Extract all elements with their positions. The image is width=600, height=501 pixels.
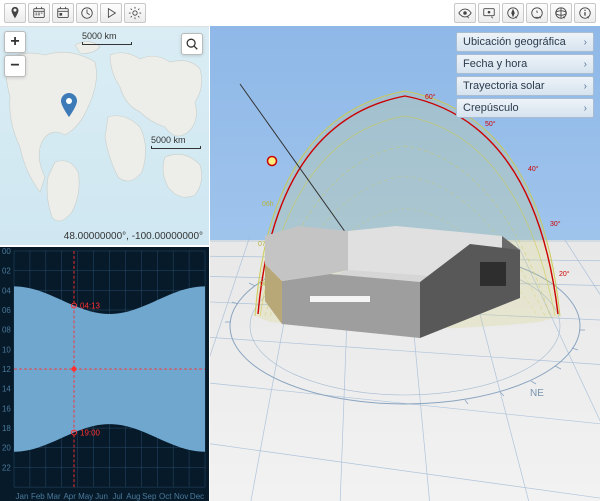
svg-text:19:00: 19:00 — [80, 429, 101, 438]
chevron-right-icon: › — [584, 81, 587, 92]
svg-text:Jun: Jun — [95, 492, 108, 501]
north-button[interactable]: N — [526, 3, 548, 23]
globe-button[interactable] — [550, 3, 572, 23]
sun-marker — [268, 157, 277, 166]
date-list-button[interactable] — [28, 3, 50, 23]
svg-text:50°: 50° — [485, 120, 496, 128]
map-panel[interactable]: + − 5000 km 5000 km 48.00000000°, -100.0… — [0, 26, 209, 245]
3d-viewport[interactable]: NE 60°50°40°30°20° 08h07 — [209, 26, 600, 501]
svg-text:Jul: Jul — [112, 492, 122, 501]
svg-text:Sep: Sep — [142, 492, 157, 501]
toolbar-right: N — [209, 0, 600, 26]
chevron-right-icon: › — [584, 59, 587, 70]
panel-datetime[interactable]: Fecha y hora› — [456, 54, 594, 74]
toolbar-left — [0, 0, 209, 26]
zoom-in-button[interactable]: + — [4, 31, 26, 53]
map-zoom-controls: + − — [4, 31, 26, 77]
svg-text:06h: 06h — [262, 201, 274, 208]
scale-top: 5000 km — [82, 31, 132, 45]
chevron-right-icon: › — [584, 37, 587, 48]
svg-text:40°: 40° — [528, 165, 539, 173]
svg-text:N: N — [536, 10, 539, 14]
compass-button[interactable] — [502, 3, 524, 23]
svg-text:Aug: Aug — [126, 492, 140, 501]
svg-text:18: 18 — [2, 424, 11, 433]
display-button[interactable] — [478, 3, 500, 23]
settings-button[interactable] — [124, 3, 146, 23]
calendar-button[interactable] — [52, 3, 74, 23]
clock-button[interactable] — [76, 3, 98, 23]
svg-text:Mar: Mar — [47, 492, 61, 501]
map-pin-icon — [60, 93, 78, 119]
svg-text:16: 16 — [2, 404, 11, 413]
scale-bottom: 5000 km — [151, 135, 201, 149]
map-coordinates: 48.00000000°, -100.00000000° — [64, 231, 203, 242]
svg-text:20: 20 — [2, 444, 11, 453]
play-button[interactable] — [100, 3, 122, 23]
svg-text:Jan: Jan — [16, 492, 29, 501]
view-button[interactable] — [454, 3, 476, 23]
pin-tool-button[interactable] — [4, 3, 26, 23]
svg-text:04:13: 04:13 — [80, 302, 101, 311]
svg-text:14: 14 — [2, 385, 11, 394]
svg-text:20°: 20° — [559, 270, 570, 278]
svg-text:Apr: Apr — [63, 492, 76, 501]
side-panels: Ubicación geográfica› Fecha y hora› Tray… — [456, 32, 594, 118]
map-search-button[interactable] — [181, 33, 203, 55]
svg-text:10: 10 — [2, 345, 11, 354]
daylight-chart[interactable]: 000204060810121416182022JanFebMarAprMayJ… — [0, 245, 209, 501]
svg-text:04: 04 — [2, 286, 11, 295]
svg-text:12: 12 — [2, 365, 11, 374]
zoom-out-button[interactable]: − — [4, 55, 26, 77]
svg-text:08: 08 — [2, 326, 11, 335]
chevron-right-icon: › — [584, 103, 587, 114]
svg-text:02: 02 — [2, 267, 11, 276]
svg-text:00: 00 — [2, 247, 11, 256]
svg-text:22: 22 — [2, 463, 11, 472]
panel-sunpath[interactable]: Trayectoria solar› — [456, 76, 594, 96]
svg-text:Nov: Nov — [174, 492, 188, 501]
svg-text:May: May — [78, 492, 93, 501]
panel-twilight[interactable]: Crepúsculo› — [456, 98, 594, 118]
info-button[interactable] — [574, 3, 596, 23]
svg-text:06: 06 — [2, 306, 11, 315]
panel-location[interactable]: Ubicación geográfica› — [456, 32, 594, 52]
svg-text:Feb: Feb — [31, 492, 45, 501]
svg-text:30°: 30° — [550, 220, 561, 228]
compass-ne-label: NE — [530, 388, 544, 399]
svg-text:Dec: Dec — [190, 492, 204, 501]
svg-text:Oct: Oct — [159, 492, 172, 501]
svg-text:60°: 60° — [425, 93, 436, 101]
